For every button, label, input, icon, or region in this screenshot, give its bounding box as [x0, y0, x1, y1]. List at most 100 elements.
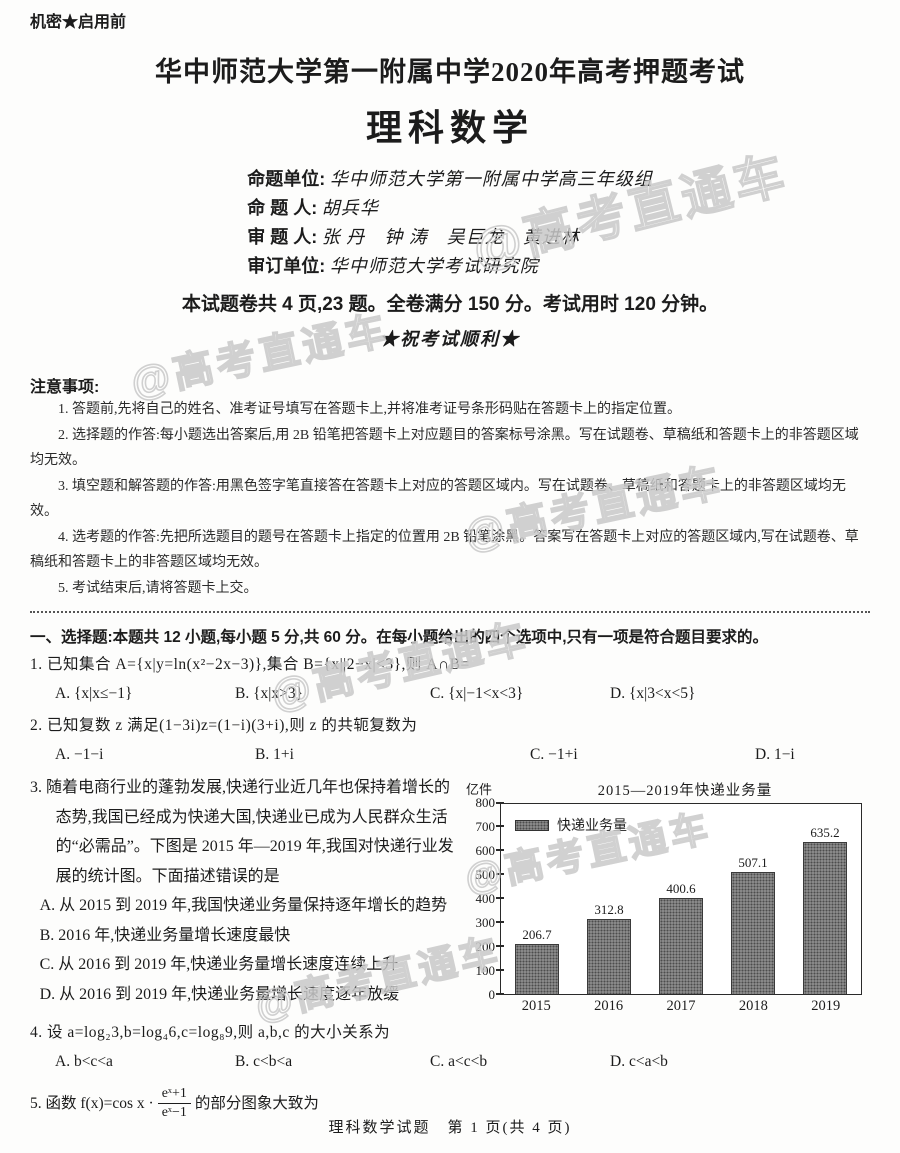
notices-section: 注意事项: 1. 答题前,先将自己的姓名、准考证号填写在答题卡上,并将准考证号条… [30, 373, 870, 601]
option-d: D. 从 2016 到 2019 年,快递业务量增长速度逐年放缓 [39, 985, 400, 1003]
y-tick-mark [496, 921, 504, 923]
y-tick-label: 400 [475, 891, 496, 906]
bar-value-label: 400.6 [666, 880, 696, 896]
x-tick-label: 2017 [666, 998, 696, 1014]
bar [659, 897, 703, 994]
info-label: 审订单位: [247, 256, 326, 276]
option-d: D. {x|3<x<5} [610, 685, 696, 702]
option-c: C. −1+i [530, 746, 578, 763]
question-1: 1. 已知集合 A={x|y=ln(x²−2x−3)},集合 B={x||2−x… [30, 650, 870, 708]
option-b: B. {x|x>3} [235, 685, 304, 702]
question-4: 4. 设 a=log₂3,b=log₄6,c=log₈9,则 a,b,c 的大小… [30, 1018, 870, 1076]
y-tick-label: 600 [475, 843, 496, 858]
bar-group: 400.6 [659, 881, 703, 994]
y-tick-label: 700 [475, 819, 496, 834]
fraction-numerator: eˣ+1 [157, 1086, 191, 1105]
x-tick-label: 2016 [594, 998, 624, 1014]
legend-label: 快递业务量 [557, 819, 627, 834]
option-a: A. 从 2015 到 2019 年,我国快递业务量保持逐年增长的趋势 [39, 897, 448, 914]
bar-value-label: 507.1 [738, 855, 768, 871]
option-d: D. 1−i [755, 746, 795, 763]
info-line-setter: 命 题 人: 胡兵华 [247, 194, 653, 223]
info-label: 命题单位: [247, 169, 326, 189]
info-line-revising-unit: 审订单位: 华中师范大学考试研究院 [247, 252, 653, 281]
option-a: A. {x|x≤−1} [55, 685, 133, 702]
chart-title: 2015—2019年快递业务量 [597, 783, 773, 799]
option-d: D. c<a<b [610, 1053, 668, 1070]
fraction-denominator: eˣ−1 [161, 1105, 187, 1121]
bar [587, 918, 631, 994]
bar-value-label: 635.2 [810, 824, 840, 840]
exam-title: 华中师范大学第一附属中学2020年高考押题考试 [155, 57, 745, 87]
notice-item: 2. 选择题的作答:每小题选出答案后,用 2B 铅笔把答题卡上对应题目的答案标号… [30, 427, 859, 469]
y-tick-mark [496, 897, 504, 899]
y-tick-label: 300 [475, 915, 496, 930]
bar [515, 944, 559, 994]
y-tick-mark [496, 945, 504, 947]
subject-title: 理科数学 [365, 108, 534, 148]
y-tick-label: 200 [475, 939, 496, 954]
y-tick-mark [496, 993, 504, 995]
y-tick-label: 0 [488, 987, 496, 1002]
info-line-reviewers: 审 题 人: 张 丹 钟 涛 吴巨龙 黄进林 [247, 223, 653, 252]
option-c: C. {x|−1<x<3} [430, 685, 524, 702]
y-tick-mark [496, 825, 504, 827]
chart-legend: 快递业务量 [515, 815, 627, 835]
fraction: eˣ+1 eˣ−1 [157, 1086, 191, 1121]
section-heading-choice: 一、选择题:本题共 12 小题,每小题 5 分,共 60 分。在每小题给出的四个… [30, 629, 769, 646]
chart-plot: 快递业务量 206.7 312.8 400.6 507.1 635.2 [496, 802, 862, 995]
x-tick-label: 2018 [738, 998, 768, 1014]
question-5-stem-prefix: 5. 函数 f(x)=cos x · [30, 1095, 154, 1113]
info-value: 胡兵华 [321, 198, 379, 218]
dotted-divider [30, 611, 870, 613]
question-2-stem: 2. 已知复数 z 满足(1−3i)z=(1−i)(3+i),则 z 的共轭复数… [30, 717, 418, 734]
notice-item: 5. 考试结束后,请将答题卡上交。 [58, 580, 258, 596]
notice-item: 4. 选考题的作答:先把所选题目的题号在答题卡上指定的位置用 2B 铅笔涂黑。答… [30, 529, 859, 571]
question-4-options: A. b<c<a B. c<b<a C. a<c<b D. c<a<b [30, 1047, 870, 1076]
question-3-text: 3. 随着电商行业的蓬勃发展,快递行业近几年也保持着增长的态势,我国已经成为快递… [30, 773, 458, 1015]
info-label: 审 题 人: [247, 227, 318, 247]
y-tick-mark [496, 969, 504, 971]
bar-group: 635.2 [803, 825, 847, 994]
bar-value-label: 312.8 [594, 901, 624, 917]
option-a: A. b<c<a [55, 1053, 113, 1070]
option-a: A. −1−i [55, 746, 104, 763]
page-footer: 理科数学试题 第 1 页(共 4 页) [328, 1120, 572, 1136]
question-5: 5. 函数 f(x)=cos x · eˣ+1 eˣ−1 的部分图象大致为 [30, 1086, 870, 1121]
y-tick-mark [496, 802, 504, 804]
info-value: 张 丹 钟 涛 吴巨龙 黄进林 [321, 227, 580, 247]
y-tick-label: 800 [475, 795, 496, 810]
y-tick-mark [496, 873, 504, 875]
y-tick-label: 500 [475, 867, 496, 882]
question-3-figure: 亿件 2015—2019年快递业务量 0 100 200 300 400 500 600 70… [466, 773, 870, 1015]
chart-y-unit-label: 亿件 [466, 782, 493, 797]
x-tick-label: 2015 [521, 998, 551, 1014]
option-b: B. c<b<a [235, 1053, 293, 1070]
y-tick-label: 100 [475, 963, 496, 978]
info-value: 华中师范大学第一附属中学高三年级组 [329, 169, 653, 189]
bar-group: 206.7 [515, 927, 559, 994]
bar-group: 312.8 [587, 902, 631, 994]
chart-bars: 206.7 312.8 400.6 507.1 635.2 [501, 804, 861, 994]
question-4-stem: 4. 设 a=log₂3,b=log₄6,c=log₈9,则 a,b,c 的大小… [30, 1024, 391, 1041]
option-c: C. a<c<b [430, 1053, 488, 1070]
question-1-options: A. {x|x≤−1} B. {x|x>3} C. {x|−1<x<3} D. … [30, 679, 870, 708]
notice-item: 1. 答题前,先将自己的姓名、准考证号填写在答题卡上,并将准考证号条形码贴在答题… [58, 402, 681, 417]
option-c: C. 从 2016 到 2019 年,快递业务量增长速度连续上升 [39, 956, 399, 973]
exam-info-block: 命题单位: 华中师范大学第一附属中学高三年级组 命 题 人: 胡兵华 审 题 人… [247, 165, 653, 281]
question-1-stem: 1. 已知集合 A={x|y=ln(x²−2x−3)},集合 B={x||2−x… [30, 656, 470, 673]
chart-header: 亿件 2015—2019年快递业务量 [466, 779, 870, 800]
bar-value-label: 206.7 [522, 927, 552, 943]
chart-body: 0 100 200 300 400 500 600 700 800 快递业务量 206.7 312… [466, 795, 870, 1002]
good-luck-line: ★祝考试顺利★ [380, 329, 520, 349]
bar [803, 841, 847, 994]
question-3-stem: 3. 随着电商行业的蓬勃发展,快递行业近几年也保持着增长的态势,我国已经成为快递… [30, 779, 454, 885]
exam-summary: 本试题卷共 4 页,23 题。全卷满分 150 分。考试用时 120 分钟。 [181, 294, 719, 315]
y-tick-mark [496, 849, 504, 851]
info-line-setter-unit: 命题单位: 华中师范大学第一附属中学高三年级组 [247, 165, 653, 194]
notices-heading: 注意事项: [30, 379, 100, 396]
bar [731, 872, 775, 994]
question-2: 2. 已知复数 z 满足(1−3i)z=(1−i)(3+i),则 z 的共轭复数… [30, 711, 870, 769]
option-b: B. 1+i [255, 746, 294, 763]
